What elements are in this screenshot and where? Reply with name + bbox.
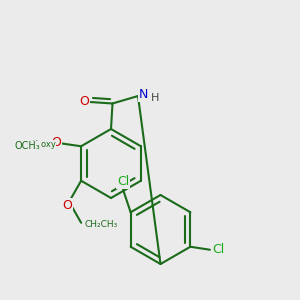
Text: methoxy: methoxy xyxy=(19,140,56,149)
Text: N: N xyxy=(139,88,148,101)
Text: H: H xyxy=(151,93,160,103)
Text: O: O xyxy=(80,95,89,108)
Text: OCH₃: OCH₃ xyxy=(15,141,40,151)
Text: Cl: Cl xyxy=(212,243,224,256)
Text: O: O xyxy=(52,136,61,149)
Text: O: O xyxy=(63,199,73,212)
Text: CH₂CH₃: CH₂CH₃ xyxy=(84,220,117,229)
Text: Cl: Cl xyxy=(117,175,129,188)
